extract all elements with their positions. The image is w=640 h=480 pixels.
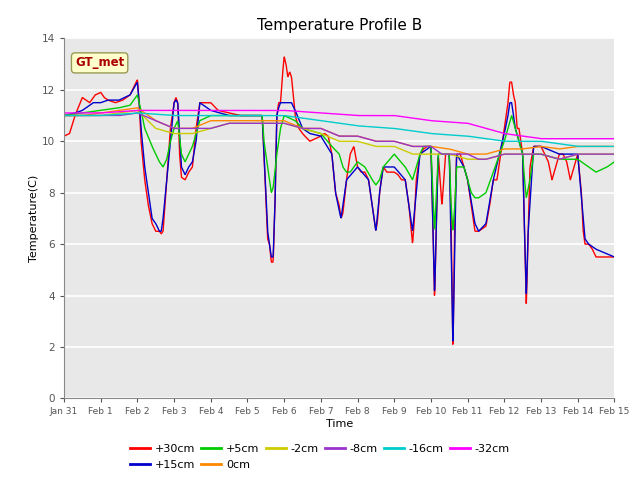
+15cm <box>449 338 457 344</box>
+30cm <box>60 133 68 139</box>
-16cm <box>374 124 381 130</box>
+30cm <box>280 54 288 60</box>
Line: -16cm: -16cm <box>64 113 614 146</box>
-2cm <box>374 144 381 149</box>
0cm <box>464 151 472 157</box>
0cm <box>60 113 68 119</box>
-2cm <box>294 124 301 130</box>
-2cm <box>133 108 141 113</box>
+15cm <box>305 130 313 136</box>
X-axis label: Time: Time <box>326 419 353 429</box>
+15cm <box>125 93 133 98</box>
-2cm <box>464 156 472 162</box>
-2cm <box>103 112 111 118</box>
0cm <box>294 123 301 129</box>
+15cm <box>134 80 141 85</box>
-16cm <box>60 113 68 119</box>
-16cm <box>103 112 111 118</box>
+5cm <box>316 130 323 136</box>
-8cm <box>294 124 301 130</box>
0cm <box>316 125 323 131</box>
+15cm <box>611 254 618 260</box>
Line: -2cm: -2cm <box>64 110 614 159</box>
-32cm <box>103 109 111 115</box>
-2cm <box>611 151 618 157</box>
-16cm <box>134 110 141 116</box>
-32cm <box>294 108 301 114</box>
+30cm <box>294 122 301 128</box>
-16cm <box>294 115 301 120</box>
-32cm <box>316 110 323 116</box>
+15cm <box>374 211 381 216</box>
Legend: +30cm, +15cm, +5cm, 0cm, -2cm, -8cm, -16cm, -32cm: +30cm, +15cm, +5cm, 0cm, -2cm, -8cm, -16… <box>130 444 510 469</box>
+15cm <box>103 98 111 104</box>
-8cm <box>305 125 313 131</box>
+30cm <box>449 341 457 347</box>
+5cm <box>611 159 618 165</box>
-8cm <box>60 113 68 119</box>
Line: +30cm: +30cm <box>64 57 614 344</box>
+5cm <box>125 103 133 108</box>
-8cm <box>316 125 323 131</box>
-32cm <box>538 136 545 142</box>
-32cm <box>611 136 618 142</box>
Title: Temperature Profile B: Temperature Profile B <box>257 18 422 33</box>
-8cm <box>134 110 141 116</box>
0cm <box>374 138 381 144</box>
0cm <box>611 144 618 149</box>
+5cm <box>305 127 313 133</box>
+5cm <box>103 107 111 112</box>
+30cm <box>305 138 313 144</box>
0cm <box>125 106 133 112</box>
Line: +5cm: +5cm <box>64 95 614 230</box>
-8cm <box>103 113 111 119</box>
-16cm <box>611 144 618 149</box>
-2cm <box>125 108 133 114</box>
Line: 0cm: 0cm <box>64 108 614 154</box>
+30cm <box>611 254 618 260</box>
-32cm <box>305 109 313 115</box>
0cm <box>103 109 111 115</box>
Text: GT_met: GT_met <box>75 56 124 70</box>
-8cm <box>125 111 133 117</box>
+5cm <box>449 227 457 233</box>
+5cm <box>134 92 141 98</box>
+30cm <box>316 134 323 140</box>
-16cm <box>305 116 313 122</box>
+5cm <box>374 180 381 185</box>
+15cm <box>316 133 323 139</box>
+5cm <box>60 113 68 119</box>
-2cm <box>60 113 68 119</box>
Line: -32cm: -32cm <box>64 110 614 139</box>
0cm <box>134 105 141 111</box>
Line: -8cm: -8cm <box>64 113 614 159</box>
0cm <box>305 125 313 131</box>
+30cm <box>103 96 111 102</box>
+30cm <box>125 93 133 98</box>
-8cm <box>475 156 483 162</box>
Y-axis label: Temperature(C): Temperature(C) <box>29 175 39 262</box>
-2cm <box>316 130 323 136</box>
+15cm <box>60 113 68 119</box>
-2cm <box>305 127 313 133</box>
-8cm <box>374 138 381 144</box>
-16cm <box>574 144 582 149</box>
-16cm <box>316 118 323 123</box>
+30cm <box>374 216 381 222</box>
-32cm <box>134 108 141 113</box>
-32cm <box>125 108 133 114</box>
Line: +15cm: +15cm <box>64 83 614 341</box>
+15cm <box>294 114 301 120</box>
+5cm <box>294 120 301 126</box>
-32cm <box>60 110 68 116</box>
-8cm <box>611 151 618 157</box>
-16cm <box>125 111 133 117</box>
-32cm <box>374 113 381 119</box>
